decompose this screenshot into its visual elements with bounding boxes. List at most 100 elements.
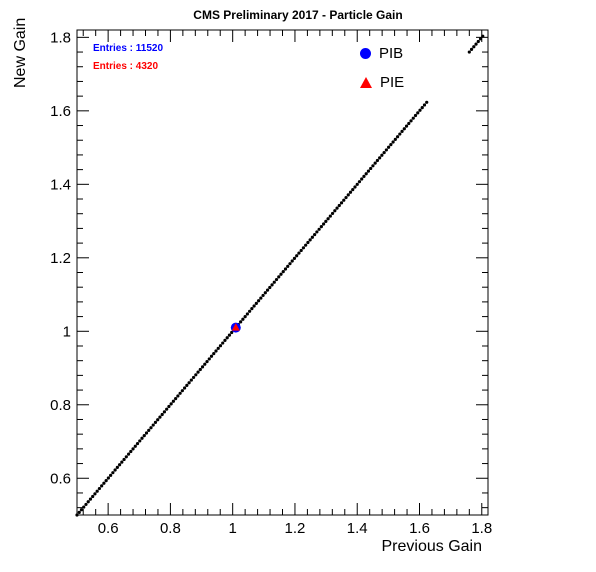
gain-point: [160, 412, 164, 417]
gain-point: [180, 389, 184, 393]
gain-point: [288, 262, 292, 266]
gain-point: [393, 137, 397, 141]
gain-point: [263, 291, 267, 295]
gain-point: [425, 100, 429, 104]
gain-point: [230, 330, 234, 335]
gain-point: [380, 153, 384, 157]
series-markers: [230, 322, 241, 333]
gain-point: [382, 150, 386, 155]
gain-point: [212, 352, 216, 356]
gain-point: [209, 354, 214, 358]
y-tick-label: 1: [63, 323, 71, 340]
x-tick-label: 0.8: [160, 520, 181, 537]
gain-point: [86, 500, 90, 504]
y-tick-label: 0.6: [50, 470, 71, 487]
gain-point: [270, 283, 274, 287]
gain-point: [117, 463, 122, 467]
gain-point: [205, 359, 209, 364]
gain-point: [88, 497, 93, 501]
gain-point: [158, 415, 162, 419]
gain-point: [93, 492, 97, 496]
gain-point: [274, 277, 279, 282]
gain-point: [133, 444, 137, 448]
gain-point: [301, 246, 306, 250]
gain-point: [191, 375, 196, 380]
gain-point: [472, 45, 476, 49]
gain-point: [120, 460, 124, 464]
gain-point: [79, 508, 84, 512]
gain-point: [245, 312, 249, 316]
y-tick-label: 0.8: [50, 397, 71, 414]
gain-point: [337, 203, 341, 208]
gain-point: [362, 174, 366, 178]
x-tick-label: 1.4: [347, 520, 368, 537]
legend-pie-label: PIE: [380, 74, 405, 91]
gain-point: [144, 431, 149, 435]
gain-point: [360, 177, 364, 181]
gain-point: [124, 455, 128, 459]
gain-point: [384, 148, 388, 152]
gain-point: [207, 357, 211, 361]
gain-point: [407, 121, 411, 126]
gain-point: [373, 161, 377, 165]
gain-point: [189, 378, 193, 382]
gain-point: [203, 362, 207, 366]
gain-point: [135, 441, 140, 446]
gain-point: [279, 272, 283, 276]
gain-point: [378, 156, 382, 160]
gain-point: [239, 320, 243, 324]
entries-pib: Entries : 11520: [93, 43, 164, 54]
gain-point: [326, 217, 330, 221]
gain-point: [364, 172, 368, 176]
gain-point: [328, 214, 332, 218]
gain-point: [292, 256, 297, 260]
gain-point: [151, 423, 155, 427]
gain-point: [478, 37, 483, 41]
gain-point: [153, 420, 158, 425]
x-tick-label: 1.6: [409, 520, 430, 537]
gain-point: [214, 349, 218, 353]
gain-point: [348, 190, 353, 194]
gain-point: [389, 143, 393, 147]
gain-point: [248, 309, 252, 313]
gain-point: [333, 209, 337, 213]
gain-point: [409, 119, 413, 123]
gain-point: [387, 145, 391, 149]
gain-point: [254, 301, 258, 305]
gain-point: [227, 333, 232, 337]
gain-point: [317, 227, 321, 231]
gain-point: [261, 293, 265, 298]
y-axis-label: New Gain: [12, 17, 29, 88]
entries-pie: Entries : 4320: [93, 61, 159, 72]
x-tick-label: 0.6: [98, 520, 119, 537]
gain-point: [198, 367, 202, 372]
pie-marker: [231, 323, 240, 331]
gain-point: [149, 426, 153, 430]
gain-point: [100, 484, 104, 488]
gain-point: [353, 185, 357, 189]
gain-point: [241, 317, 245, 321]
gain-point: [469, 47, 474, 52]
gain-point: [194, 373, 198, 377]
gain-point: [286, 264, 290, 268]
gain-point: [277, 275, 281, 279]
y-tick-label: 1.4: [50, 176, 71, 193]
gain-point: [171, 399, 175, 403]
gain-point: [218, 344, 223, 348]
gain-point: [256, 299, 261, 303]
gain-point: [283, 267, 288, 271]
gain-point: [196, 370, 200, 374]
gain-point: [422, 103, 427, 107]
gain-point: [313, 232, 317, 237]
gain-point: [174, 397, 178, 401]
gain-point: [344, 195, 348, 200]
gain-point: [138, 439, 142, 443]
gain-point: [225, 336, 229, 340]
gain-point: [221, 341, 225, 345]
gain-point: [467, 50, 471, 54]
gain-point: [339, 201, 344, 205]
gain-point: [371, 164, 375, 168]
gain-point: [259, 296, 263, 300]
gain-point: [91, 494, 95, 499]
